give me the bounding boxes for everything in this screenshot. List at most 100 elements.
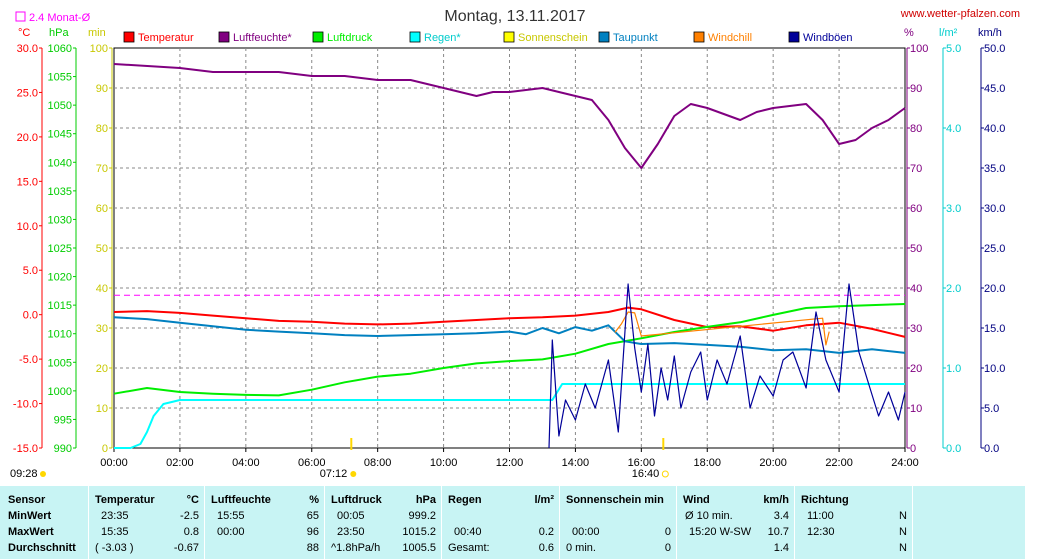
rain-header: Regen — [448, 494, 482, 506]
x-tick-label: 14:00 — [562, 457, 590, 469]
x-tick-label: 16:00 — [628, 457, 656, 469]
sunshine_min-tick-label: 90 — [96, 83, 108, 95]
wind_kmh-tick-label: 5.0 — [984, 403, 999, 415]
pressure_hpa-tick-label: 1020 — [48, 272, 72, 284]
wind_kmh-tick-label: 40.0 — [984, 123, 1005, 135]
pressure-header: Luftdruck — [331, 494, 382, 506]
wind_kmh-tick-label: 0.0 — [984, 443, 999, 455]
rain_lm2-tick-label: 5.0 — [946, 43, 961, 55]
sunset-label: 16:40 — [632, 468, 660, 480]
unit-label: % — [904, 27, 914, 39]
press-avg-value: 1005.5 — [402, 542, 436, 554]
rain-max-value: 0.2 — [538, 526, 554, 538]
temperature_c-tick-label: 25.0 — [17, 87, 38, 99]
rain_lm2-tick-label: 4.0 — [946, 123, 961, 135]
wind_kmh-tick-label: 50.0 — [984, 43, 1005, 55]
hum-max-time: 00:00 — [217, 526, 245, 538]
humidity_pct-tick-label: 0 — [910, 443, 916, 455]
x-tick-label: 24:00 — [891, 457, 919, 469]
pressure_hpa-tick-label: 1035 — [48, 186, 72, 198]
x-tick-label: 22:00 — [825, 457, 853, 469]
rain-total-value: 0.6 — [538, 542, 554, 554]
series-windben-line — [548, 283, 906, 449]
sun-max-value: 0 — [664, 526, 671, 538]
temperature_c-tick-label: 5.0 — [23, 265, 38, 277]
humidity_pct-tick-label: 100 — [910, 43, 928, 55]
sunrise-left-label: 09:28 — [10, 468, 38, 480]
wind_kmh-tick-label: 25.0 — [984, 243, 1005, 255]
rain_lm2-tick-label: 3.0 — [946, 203, 961, 215]
rain_lm2-tick-label: 2.0 — [946, 283, 961, 295]
humidity_pct-tick-label: 80 — [910, 123, 922, 135]
rain-unit: l/m² — [534, 494, 554, 506]
temperature_c-tick-label: 20.0 — [17, 132, 38, 144]
dir-max-time: 12:30 — [807, 526, 835, 538]
dir-min-time: 11:00 — [807, 510, 834, 522]
humidity-header: Luftfeuchte — [211, 494, 271, 506]
rain_lm2-tick-label: 0.0 — [946, 443, 961, 455]
humidity_pct-tick-label: 40 — [910, 283, 922, 295]
sunshine-column: Sonnenschein min 00:00 0 0 min. 0 — [559, 486, 677, 559]
press-trend: ^1.8hPa/h — [331, 542, 381, 554]
temp-min-time: 23:35 — [101, 510, 129, 522]
rain-max-time: 00:40 — [454, 526, 482, 538]
legend-label: Taupunkt — [613, 32, 658, 44]
temperature_c-tick-label: 0.0 — [23, 310, 38, 322]
legend-label: Sonnenschein — [518, 32, 588, 44]
legend-label: Windböen — [803, 32, 853, 44]
x-tick-label: 10:00 — [430, 457, 458, 469]
wind_kmh-tick-label: 10.0 — [984, 363, 1005, 375]
avg-marker-icon — [15, 11, 26, 22]
pressure_hpa-tick-label: 1060 — [48, 43, 72, 55]
unit-label: km/h — [978, 27, 1002, 39]
wind_kmh-tick-label: 45.0 — [984, 83, 1005, 95]
pressure_hpa-tick-label: 1015 — [48, 300, 72, 312]
unit-label: °C — [18, 27, 30, 39]
sun-total-label: 0 min. — [566, 542, 596, 554]
pressure_hpa-tick-label: 1050 — [48, 100, 72, 112]
sunshine_min-tick-label: 0 — [102, 443, 108, 455]
hum-min-value: 65 — [306, 510, 319, 522]
wind_kmh-tick-label: 30.0 — [984, 203, 1005, 215]
temp-max-time: 15:35 — [101, 526, 129, 538]
sunshine_min-tick-label: 80 — [96, 123, 108, 135]
unit-label: l/m² — [939, 27, 958, 39]
sun-max-time: 00:00 — [572, 526, 600, 538]
temperature_c-tick-label: -10.0 — [13, 399, 38, 411]
sunshine_min-tick-label: 60 — [96, 203, 108, 215]
pressure_hpa-tick-label: 1025 — [48, 243, 72, 255]
hum-min-time: 15:55 — [217, 510, 245, 522]
x-tick-label: 12:00 — [496, 457, 524, 469]
site-url: www.wetter-pfalzen.com — [900, 8, 1020, 20]
wind-max-time: 15:20 W-SW — [689, 526, 752, 538]
humidity-unit: % — [309, 494, 319, 506]
rain-column: Regen l/m² 00:40 0.2 Gesamt: 0.6 — [441, 486, 560, 559]
humidity-column: Luftfeuchte % 15:55 65 00:00 96 88 — [204, 486, 325, 559]
legend-swatch — [123, 31, 135, 43]
pressure_hpa-tick-label: 1040 — [48, 157, 72, 169]
sun-icon — [40, 471, 46, 477]
sunrise-icon — [350, 471, 357, 477]
sunshine_min-tick-label: 100 — [90, 43, 108, 55]
pressure_hpa-tick-label: 1005 — [48, 357, 72, 369]
sunshine-header: Sonnenschein min — [566, 494, 664, 506]
press-min-time: 00:05 — [337, 510, 365, 522]
temperature_c-tick-label: 15.0 — [17, 176, 38, 188]
legend-swatch — [312, 31, 324, 43]
x-tick-label: 08:00 — [364, 457, 392, 469]
wind-header: Wind — [683, 494, 710, 506]
stats-table: Sensor MinWert MaxWert Durchschnitt Temp… — [0, 486, 1025, 559]
sensor-column: Sensor MinWert MaxWert Durchschnitt — [8, 486, 88, 559]
sunshine_min-tick-label: 20 — [96, 363, 108, 375]
temperature-column: Temperatur °C 23:35 -2.5 15:35 0.8 ( -3.… — [88, 486, 205, 559]
legend-label: Luftdruck — [327, 32, 373, 44]
temperature-unit: °C — [186, 494, 199, 506]
legend-swatch — [788, 31, 800, 43]
sunshine_min-tick-label: 70 — [96, 163, 108, 175]
pressure_hpa-tick-label: 995 — [54, 414, 72, 426]
sunset-icon — [661, 470, 669, 478]
x-tick-label: 06:00 — [298, 457, 326, 469]
humidity_pct-tick-label: 30 — [910, 323, 922, 335]
press-max-value: 1015.2 — [402, 526, 436, 538]
series-regen-line — [114, 383, 905, 449]
